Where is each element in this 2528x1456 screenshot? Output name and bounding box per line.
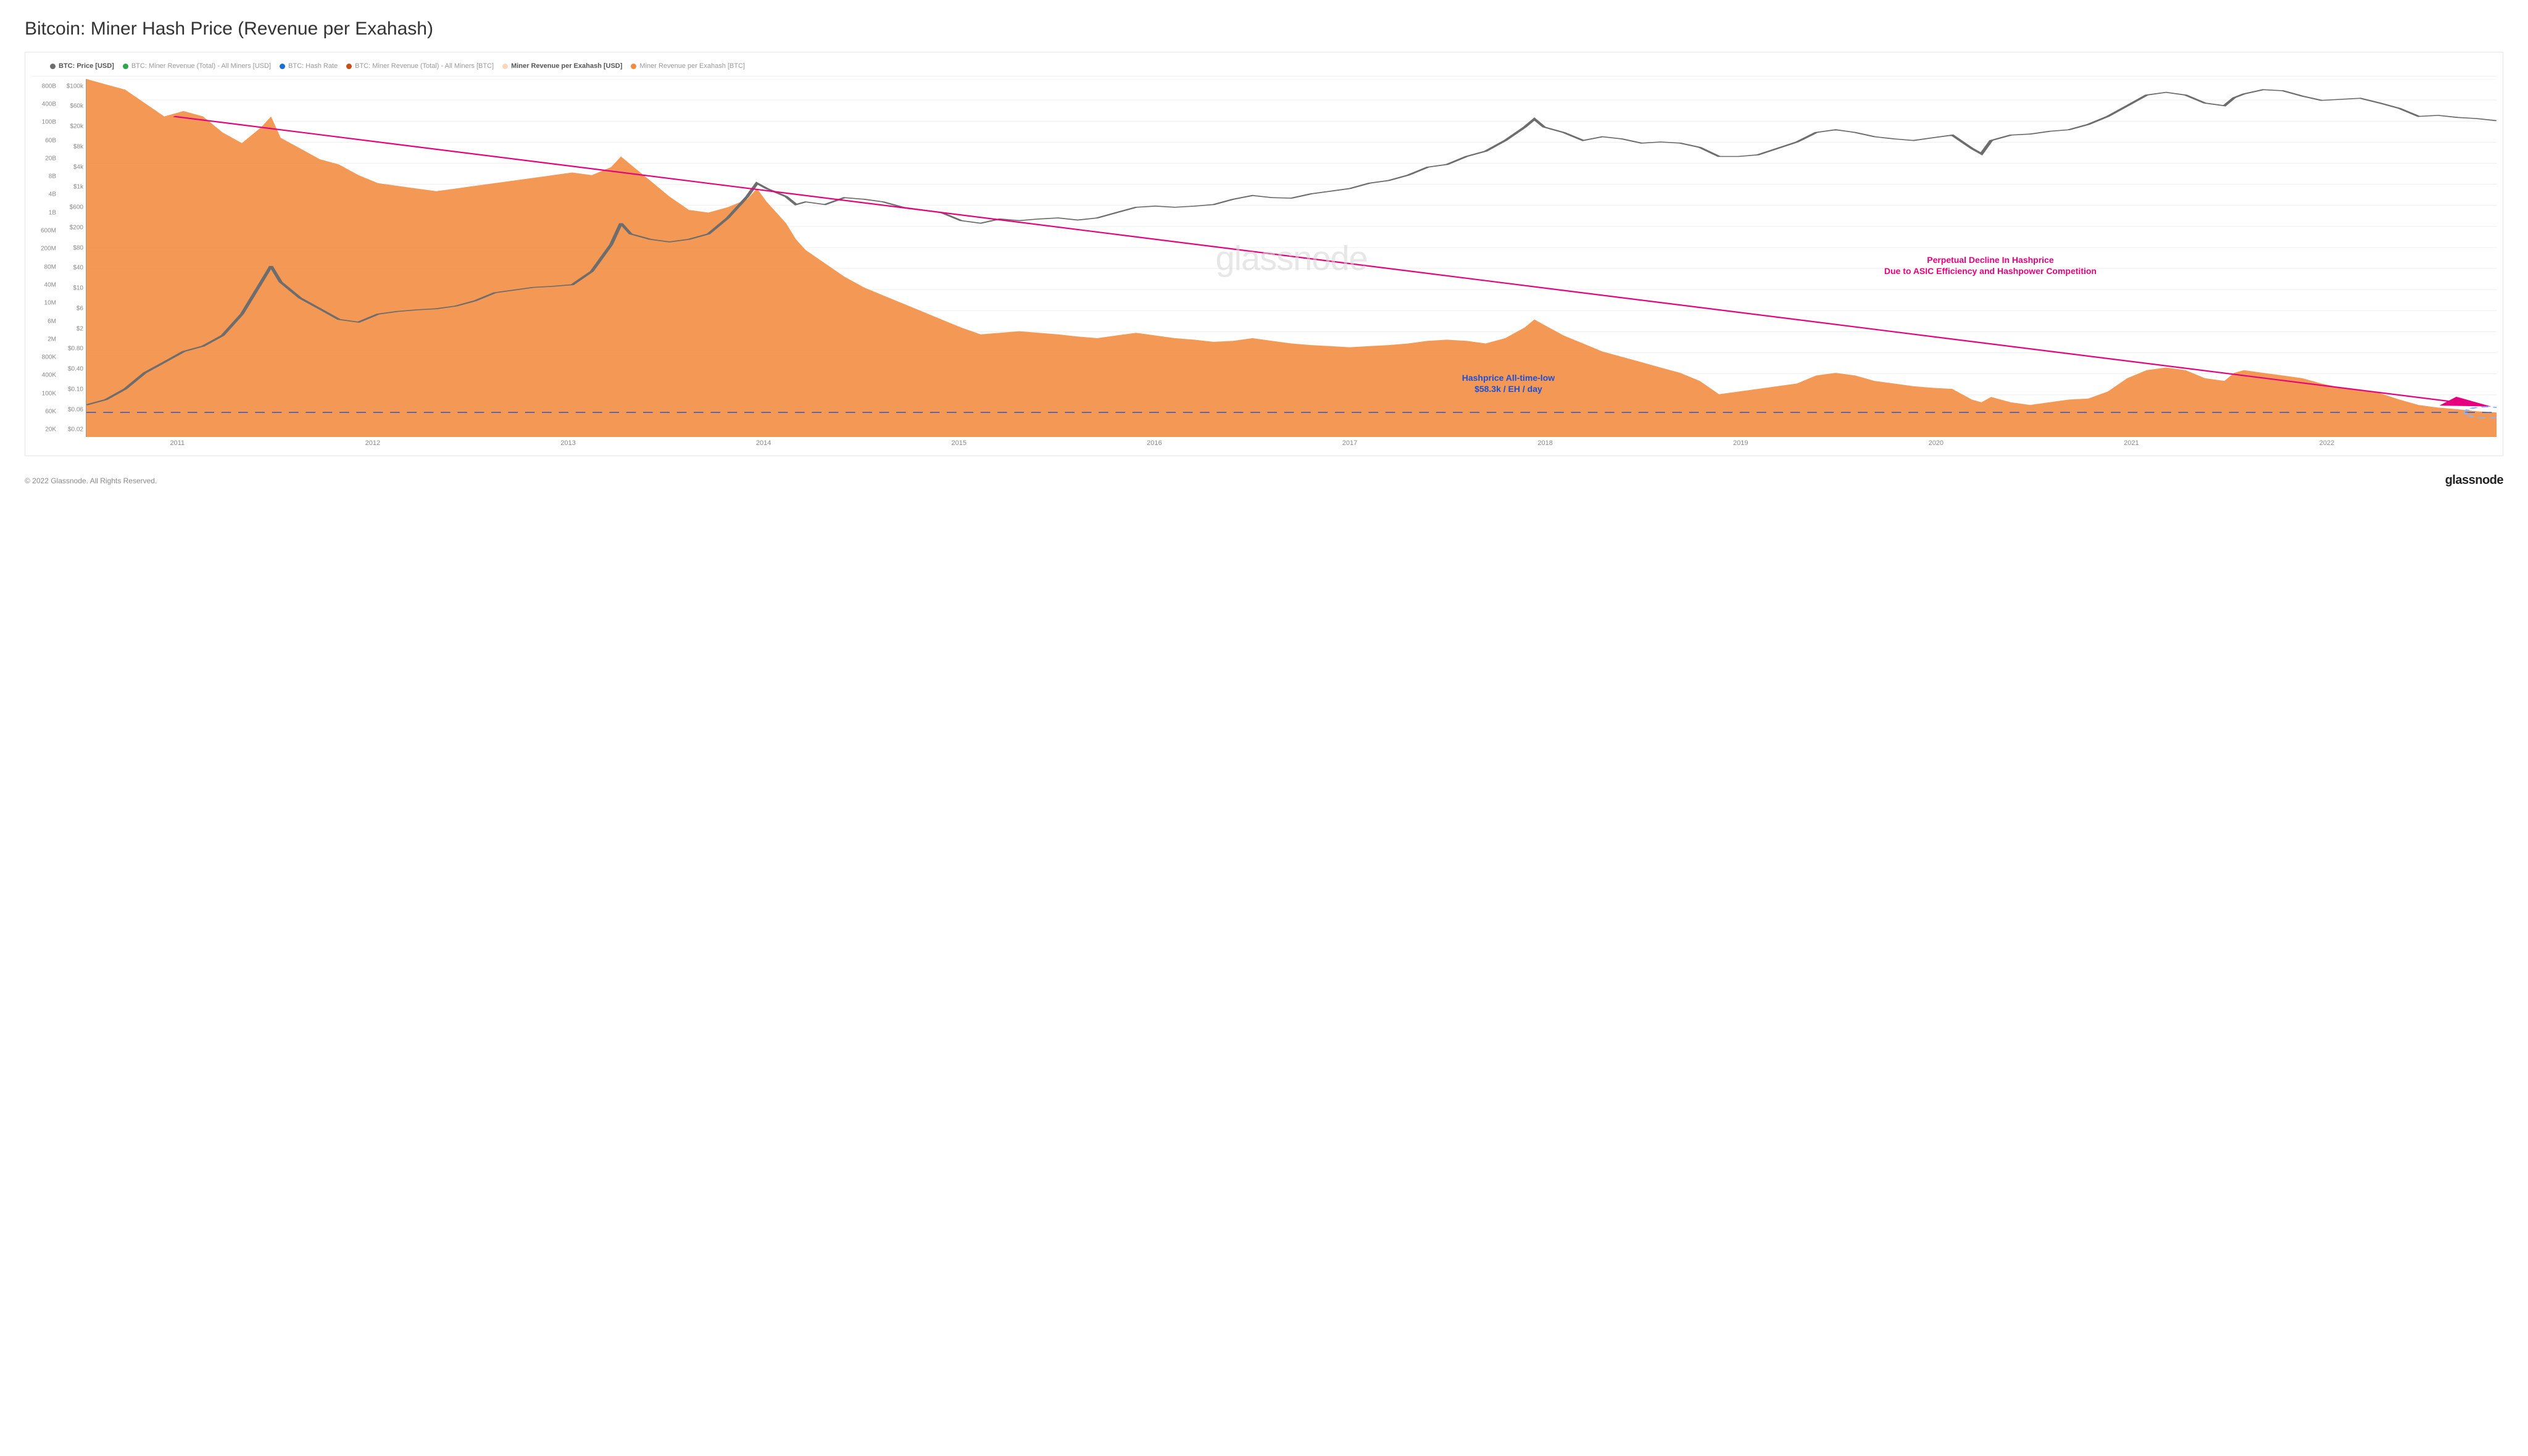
legend-item[interactable]: BTC: Hash Rate [280,62,338,70]
y-tick: $0.40 [68,366,83,373]
chart-container: BTC: Price [USD] BTC: Miner Revenue (Tota… [25,52,2503,456]
legend: BTC: Price [USD] BTC: Miner Revenue (Tota… [31,59,2497,77]
x-tick: 2016 [1147,439,1162,447]
y-tick: 10M [44,300,56,307]
x-tick: 2013 [560,439,575,447]
legend-dot [50,64,56,69]
y-tick: $20k [70,123,83,130]
y-tick: 60B [45,137,56,144]
y-tick: $0.10 [68,386,83,393]
y-tick: $0.80 [68,346,83,352]
legend-item[interactable]: BTC: Price [USD] [50,62,114,70]
legend-dot [502,64,508,69]
y-tick: $6 [77,305,83,312]
y-tick: $0.02 [68,426,83,433]
legend-label: BTC: Hash Rate [288,62,338,70]
x-tick: 2019 [1733,439,1748,447]
copyright: © 2022 Glassnode. All Rights Reserved. [25,476,157,485]
legend-item[interactable]: Miner Revenue per Exahash [USD] [502,62,622,70]
legend-dot [280,64,285,69]
legend-label: BTC: Price [USD] [59,62,114,70]
x-tick: 2012 [365,439,380,447]
y-tick: $40 [73,265,83,272]
y-tick: 400B [42,101,56,107]
y-tick: 6M [48,318,56,325]
y-tick: $10 [73,285,83,292]
y-tick: 800B [42,83,56,89]
legend-dot [631,64,636,69]
legend-dot [123,64,128,69]
chart-title: Bitcoin: Miner Hash Price (Revenue per E… [25,19,2503,40]
x-tick: 2021 [2124,439,2139,447]
x-tick: 2015 [952,439,967,447]
y-axis-left-inner: $100k $60k $20k $8k $4k $1k $600 $200 $80 $40 $10 $… [59,79,86,437]
y-tick: $4k [73,164,83,170]
area-series [86,79,2497,437]
x-tick: 2011 [170,439,185,447]
y-tick: 200M [41,246,56,252]
y-tick: $1k [73,184,83,191]
y-tick: $600 [70,204,83,211]
legend-item[interactable]: BTC: Miner Revenue (Total) - All Miners … [123,62,271,70]
y-tick: 80M [44,264,56,270]
legend-label: Miner Revenue per Exahash [BTC] [639,62,745,70]
x-tick: 2014 [756,439,771,447]
y-axis-left-outer: 800B 400B 100B 60B 20B 8B 4B 1B 600M 200M 80M 40M 10… [31,79,59,437]
y-tick: 20K [45,426,56,433]
plot-svg [86,79,2497,437]
plot-area: glassnode Perpetual Decline In Hashprice… [86,79,2497,437]
y-tick: $8k [73,143,83,150]
x-tick: 2018 [1537,439,1552,447]
y-tick: 100K [42,390,56,397]
legend-item[interactable]: Miner Revenue per Exahash [BTC] [631,62,745,70]
legend-label: Miner Revenue per Exahash [USD] [511,62,622,70]
y-tick: $0.06 [68,406,83,413]
y-tick: $100k [67,83,83,89]
y-tick: 60K [45,409,56,415]
y-tick: 2M [48,336,56,343]
x-axis: 2011 2012 2013 2014 2015 2016 2017 2018 2019 2020… [80,439,2503,451]
y-tick: 20B [45,155,56,162]
legend-dot [346,64,352,69]
x-tick: 2017 [1342,439,1357,447]
y-tick: 8B [49,173,56,180]
y-tick: $200 [70,224,83,231]
x-tick: 2020 [1929,439,1944,447]
y-tick: 400K [42,372,56,379]
x-tick: 2022 [2319,439,2334,447]
legend-label: BTC: Miner Revenue (Total) - All Miners … [355,62,494,70]
y-tick: 4B [49,191,56,198]
y-tick: $60k [70,103,83,110]
legend-item[interactable]: BTC: Miner Revenue (Total) - All Miners … [346,62,494,70]
y-tick: 600M [41,228,56,235]
y-tick: 40M [44,281,56,288]
chart-body: 800B 400B 100B 60B 20B 8B 4B 1B 600M 200M 80M 40M 10… [31,79,2497,437]
y-tick: 800K [42,354,56,361]
y-tick: 100B [42,119,56,126]
footer: © 2022 Glassnode. All Rights Reserved. g… [25,473,2503,488]
y-tick: $2 [77,325,83,332]
y-tick: $80 [73,244,83,251]
brand-logo: glassnode [2445,473,2503,488]
legend-label: BTC: Miner Revenue (Total) - All Miners … [131,62,271,70]
y-tick: 1B [49,209,56,216]
